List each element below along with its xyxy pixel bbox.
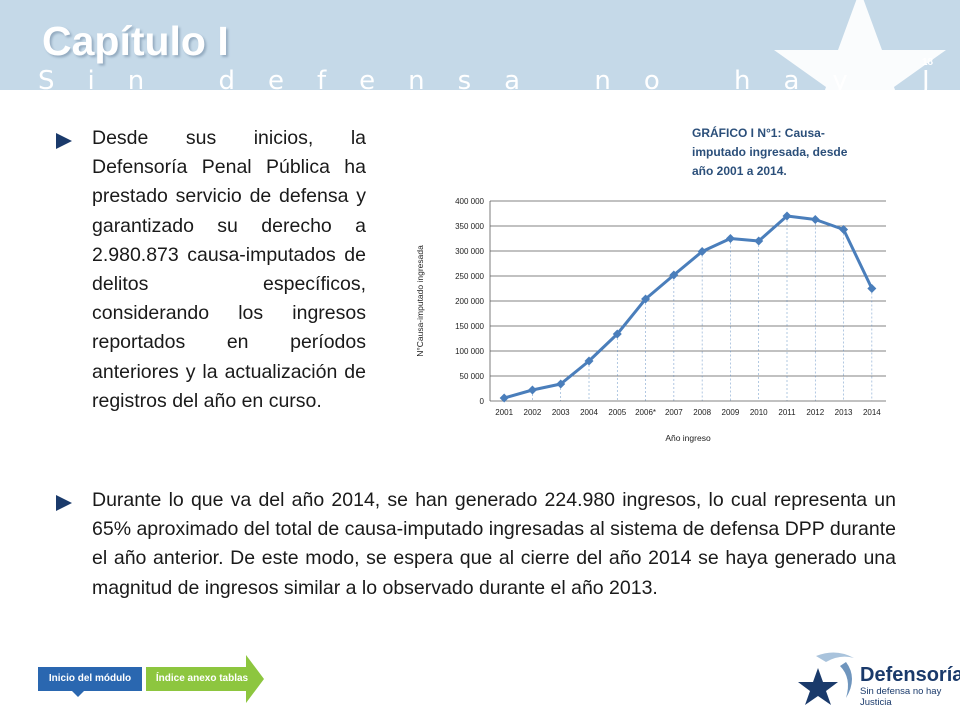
- x-tick-label: 2012: [806, 408, 824, 417]
- annex-index-button[interactable]: Índice anexo tablas: [146, 655, 264, 703]
- data-point: [612, 329, 622, 339]
- data-point: [556, 379, 566, 389]
- header-slogan: Sin defensa no hay Justicia: [38, 66, 960, 90]
- y-tick-label: 50 000: [460, 372, 485, 381]
- bullet-paragraph-1: Desde sus inicios, la Defensoría Penal P…: [56, 124, 366, 416]
- paragraph-text: Desde sus inicios, la Defensoría Penal P…: [92, 127, 366, 412]
- page-number: 18: [922, 57, 934, 68]
- x-tick-label: 2014: [863, 408, 881, 417]
- data-point: [669, 270, 679, 280]
- data-point: [527, 385, 537, 395]
- x-tick-label: 2005: [608, 408, 626, 417]
- data-point: [641, 294, 651, 304]
- x-tick-label: 2006*: [635, 408, 656, 417]
- y-tick-label: 300 000: [455, 247, 484, 256]
- data-point: [725, 234, 735, 243]
- logo-tagline: Sin defensa no hay Justicia: [860, 686, 942, 708]
- y-axis-label: N°Causa-imputado ingresada: [415, 245, 425, 357]
- data-point: [782, 211, 792, 221]
- data-point: [584, 356, 594, 366]
- bullet-paragraph-2: Durante lo que va del año 2014, se han g…: [56, 486, 896, 603]
- module-start-button[interactable]: Inicio del módulo: [38, 667, 142, 697]
- arrow-bullet-icon: [56, 133, 72, 149]
- data-point: [499, 393, 509, 403]
- arrow-bullet-icon: [56, 495, 72, 511]
- chart-caption: GRÁFICO I N°1: Causa-imputado ingresada,…: [692, 126, 848, 178]
- chart-series: [499, 211, 877, 403]
- x-tick-label: 2008: [693, 408, 711, 417]
- data-point: [839, 225, 849, 234]
- chart-grid: [490, 200, 886, 377]
- y-tick-label: 200 000: [455, 297, 484, 306]
- y-tick-label: 400 000: [455, 197, 484, 206]
- star-icon: [774, 0, 946, 90]
- chart-axes: [489, 201, 886, 402]
- x-tick-label: 2001: [495, 408, 513, 417]
- x-tick-label: 2004: [580, 408, 598, 417]
- y-tick-label: 350 000: [455, 222, 484, 231]
- logo-star-icon: [798, 652, 854, 705]
- data-point: [697, 247, 707, 256]
- x-tick-label: 2010: [750, 408, 768, 417]
- annex-index-label: Índice anexo tablas: [155, 673, 249, 684]
- data-point: [754, 236, 764, 246]
- x-tick-label: 2003: [552, 408, 570, 417]
- logo-name: Defensoría: [860, 664, 960, 686]
- paragraph-text: Durante lo que va del año 2014, se han g…: [92, 489, 896, 599]
- x-tick-label: 2002: [524, 408, 542, 417]
- y-tick-label: 0: [480, 397, 485, 406]
- arrow-right-icon: [146, 655, 264, 703]
- x-tick-label: 2007: [665, 408, 683, 417]
- chart-labels: 0 50 000 100 000 150 000 200 000 250 000 300 0…: [415, 197, 881, 443]
- chapter-title: Capítulo I: [42, 18, 229, 64]
- x-tick-label: 2011: [778, 408, 796, 417]
- chart-drop-lines: [503, 216, 873, 401]
- series-line: [503, 214, 874, 400]
- data-point: [867, 284, 877, 294]
- y-tick-label: 150 000: [455, 322, 484, 331]
- header-banner: Capítulo I Sin defensa no hay Justicia 1…: [0, 0, 960, 90]
- x-tick-label: 2013: [835, 408, 853, 417]
- x-tick-label: 2009: [722, 408, 740, 417]
- y-tick-label: 100 000: [455, 347, 484, 356]
- line-chart: 0 50 000 100 000 150 000 200 000 250 000 300 0…: [415, 197, 886, 443]
- x-axis-label: Año ingreso: [665, 433, 711, 443]
- data-point: [810, 215, 820, 224]
- y-tick-label: 250 000: [455, 272, 484, 281]
